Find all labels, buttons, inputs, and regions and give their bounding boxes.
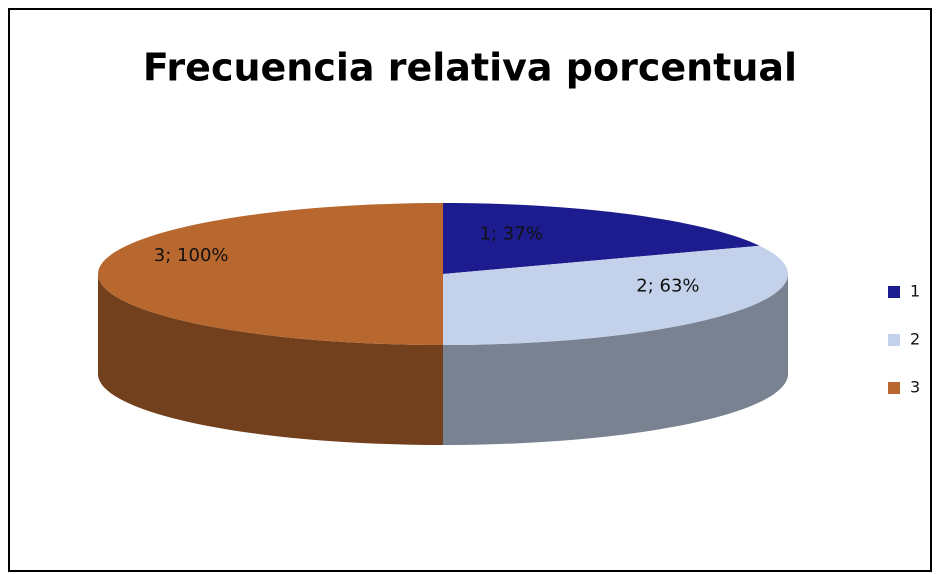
data-label: 3; 100% <box>154 245 229 266</box>
data-label: 1; 37% <box>480 224 543 245</box>
slice-side <box>98 274 443 445</box>
legend-swatch <box>888 334 900 346</box>
legend-swatch <box>888 286 900 298</box>
slice-side <box>443 274 788 445</box>
legend-label: 2 <box>910 330 920 349</box>
slice <box>98 203 443 345</box>
chart-title: Frecuencia relativa porcentual <box>143 46 797 90</box>
slice <box>443 203 760 274</box>
legend-label: 1 <box>910 282 920 301</box>
data-label: 2; 63% <box>636 275 699 296</box>
slice <box>443 245 788 345</box>
legend-swatch <box>888 382 900 394</box>
legend-label: 3 <box>910 378 920 397</box>
